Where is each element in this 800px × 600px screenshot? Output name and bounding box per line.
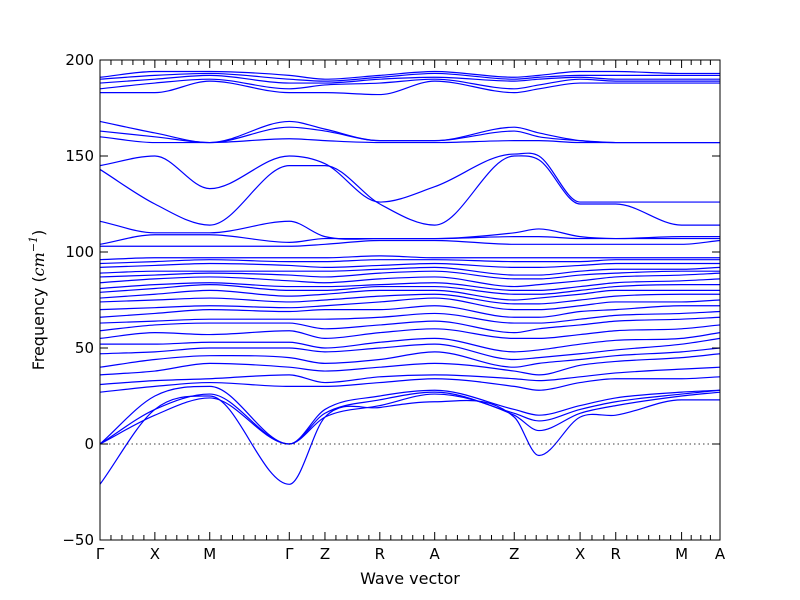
y-axis-ticks: −50 0 50 100 150 200 <box>62 51 720 549</box>
high-symmetry-label: Z <box>509 545 519 563</box>
phonon-band-27 <box>99 234 720 245</box>
y-axis-label-prefix: Frequency ( <box>29 276 48 370</box>
phonon-band-21 <box>99 270 720 280</box>
phonon-band-28 <box>99 220 720 240</box>
high-symmetry-label: R <box>375 545 385 563</box>
phonon-band-29 <box>99 155 720 226</box>
phonon-band-4 <box>99 385 721 445</box>
phonon-band-8 <box>99 347 721 368</box>
phonon-band-19 <box>99 278 721 291</box>
phonon-band-6 <box>99 366 721 386</box>
high-symmetry-label: R <box>611 545 621 563</box>
phonon-band-1 <box>99 395 720 485</box>
y-tick-label: 100 <box>65 243 94 261</box>
phonon-band-37 <box>99 72 720 82</box>
phonon-band-16 <box>99 293 720 305</box>
high-symmetry-label: X <box>575 545 585 563</box>
phonon-band-35 <box>99 78 720 90</box>
phonon-band-12 <box>99 316 721 334</box>
y-tick-label: −50 <box>62 531 94 549</box>
phonon-band-9 <box>99 337 721 361</box>
phonon-band-3 <box>99 389 721 445</box>
phonon-bands <box>99 70 721 485</box>
plot-frame <box>99 59 721 541</box>
phonon-band-7 <box>99 353 721 376</box>
high-symmetry-label: Γ <box>96 545 105 563</box>
phonon-band-10 <box>99 332 721 353</box>
phonon-band-30 <box>99 152 720 203</box>
high-symmetry-label: A <box>430 545 441 563</box>
phonon-band-38 <box>99 70 720 80</box>
phonon-band-13 <box>99 310 721 324</box>
phonon-band-36 <box>99 74 720 84</box>
y-axis-label-exponent: −1 <box>27 236 40 252</box>
high-symmetry-label: A <box>715 545 726 563</box>
phonon-band-25 <box>99 255 720 261</box>
phonon-band-33 <box>99 120 720 144</box>
high-symmetry-label: M <box>203 545 216 563</box>
phonon-band-24 <box>99 259 720 265</box>
phonon-band-23 <box>99 262 720 268</box>
y-tick-label: 50 <box>75 339 94 357</box>
phonon-band-15 <box>99 297 721 311</box>
phonon-band-2 <box>99 391 721 445</box>
phonon-band-22 <box>99 266 721 276</box>
y-tick-label: 150 <box>65 147 94 165</box>
phonon-band-34 <box>99 80 720 96</box>
y-axis-label-unit: cm <box>29 252 48 276</box>
y-tick-label: 200 <box>65 51 94 69</box>
phonon-band-26 <box>100 239 721 247</box>
phonon-band-17 <box>99 289 720 301</box>
high-symmetry-label: Z <box>320 545 330 563</box>
x-axis-label: Wave vector <box>360 569 460 588</box>
phonon-band-18 <box>99 284 721 295</box>
phonon-band-5 <box>99 376 721 393</box>
y-axis-label-suffix: ) <box>29 230 48 236</box>
y-tick-label: 0 <box>84 435 94 453</box>
high-symmetry-label: Γ <box>285 545 294 563</box>
high-symmetry-label: M <box>675 545 688 563</box>
phonon-band-20 <box>99 272 721 288</box>
y-axis-label: Frequency (cm−1) <box>27 230 48 371</box>
phonon-band-14 <box>99 305 720 318</box>
high-symmetry-label: X <box>150 545 160 563</box>
phonon-band-11 <box>99 324 721 340</box>
